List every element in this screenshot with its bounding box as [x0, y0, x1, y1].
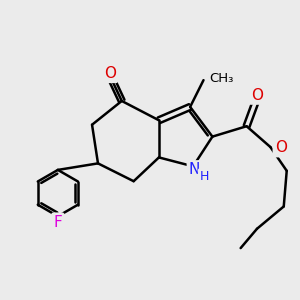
Text: O: O: [251, 88, 263, 103]
Text: F: F: [53, 215, 62, 230]
Text: O: O: [275, 140, 287, 155]
Text: CH₃: CH₃: [209, 72, 234, 85]
Text: O: O: [104, 66, 116, 81]
Text: H: H: [200, 170, 209, 183]
Text: N: N: [189, 162, 200, 177]
